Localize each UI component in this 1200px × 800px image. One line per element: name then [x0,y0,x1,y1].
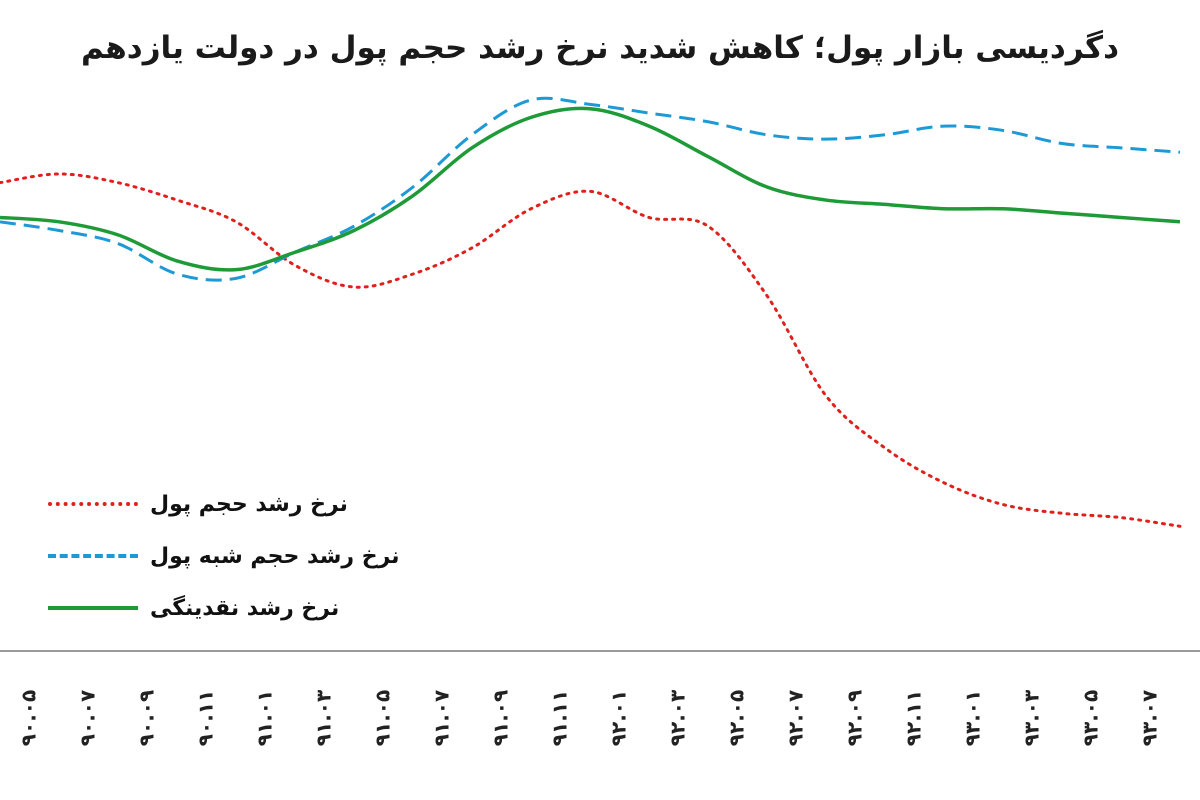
legend-label-money: نرخ رشد حجم پول [150,491,348,517]
x-tick-label: ۹۰.۰۵ [17,690,41,746]
series-line-money [0,172,1182,528]
chart-title: دگردیسی بازار پول؛ کاهش شدید نرخ رشد حجم… [81,30,1119,66]
series-layer [0,96,1182,528]
x-tick-label: ۹۲.۰۳ [666,690,690,746]
x-tick-label: ۹۳.۰۷ [1138,690,1162,746]
legend-swatch-money [48,502,138,506]
x-tick-label: ۹۳.۰۱ [961,690,985,746]
x-tick-label: ۹۲.۰۹ [843,690,867,746]
legend-item-quasi-money: نرخ رشد حجم شبه پول [48,530,400,582]
x-tick-label: ۹۲.۰۵ [725,690,749,746]
legend-item-liquidity: نرخ رشد نقدینگی [48,582,400,634]
legend-swatch-liquidity [48,606,138,610]
x-tick-label: ۹۰.۱۱ [194,690,218,746]
x-tick-label: ۹۱.۱۱ [548,690,572,746]
x-tick-label: ۹۲.۰۱ [607,690,631,746]
x-tick-label: ۹۲.۱۱ [902,690,926,746]
x-tick-label: ۹۰.۰۷ [76,690,100,746]
legend-label-quasi-money: نرخ رشد حجم شبه پول [150,543,400,569]
x-tick-label: ۹۳.۰۵ [1079,690,1103,746]
x-tick-label: ۹۱.۰۵ [371,690,395,746]
x-tick-labels: ۹۰.۰۵ ۹۰.۰۷ ۹۰.۰۹ ۹۰.۱۱ ۹۱.۰۱ ۹۱.۰۳ ۹۱.۰۵ ۹۱.۰۷… [17,690,1200,746]
x-tick-label: ۹۳.۰۹ [1197,690,1200,746]
x-tick-label: ۹۳.۰۳ [1020,690,1044,746]
x-tick-label: ۹۱.۰۱ [253,690,277,746]
x-tick-label: ۹۰.۰۹ [135,690,159,746]
legend-item-money: نرخ رشد حجم پول [48,478,400,530]
x-tick-label: ۹۱.۰۹ [489,690,513,746]
series-line-quasi-money [0,96,1181,282]
legend-label-liquidity: نرخ رشد نقدینگی [150,595,340,621]
x-tick-label: ۹۱.۰۷ [430,690,454,746]
legend-swatch-quasi-money [48,554,138,558]
series-line-liquidity [0,106,1181,272]
legend: نرخ رشد حجم پول نرخ رشد حجم شبه پول نرخ … [48,478,400,634]
x-tick-label: ۹۲.۰۷ [784,690,808,746]
x-tick-label: ۹۱.۰۳ [312,690,336,746]
